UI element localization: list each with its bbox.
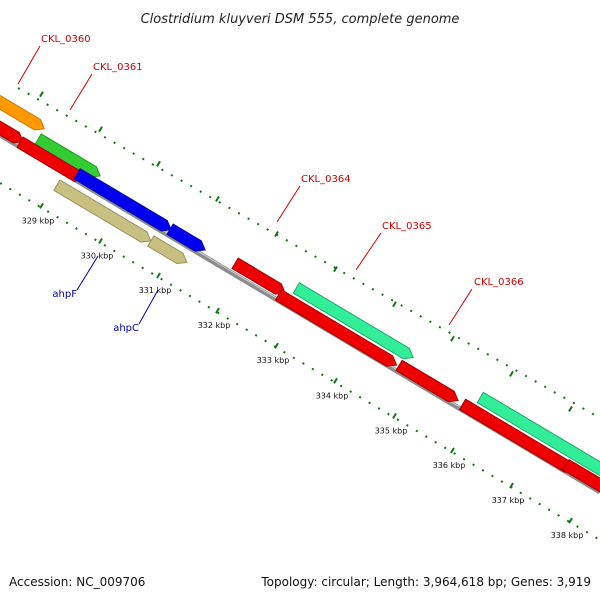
inner-major-tick [274, 342, 279, 349]
callout-leader-line [76, 255, 99, 291]
cds-arrow-7 [562, 459, 600, 493]
ruler-tick-label: 335 kbp [375, 426, 408, 435]
outer-major-tick [509, 370, 514, 377]
accession-text: Accession: NC_009706 [9, 575, 145, 589]
outer-major-tick [39, 91, 44, 98]
gene-label-CKL_0361: CKL_0361 [93, 62, 143, 73]
cds-arrow-4 [274, 289, 398, 367]
cds-arrow-1 [0, 120, 24, 144]
gene-label-CKL_0364: CKL_0364 [301, 174, 351, 185]
outer-major-tick [568, 405, 573, 412]
callout-leader-line [69, 73, 93, 111]
ruler-tick-label: 330 kbp [81, 252, 114, 261]
gene-arrow-CKL_0365 [476, 391, 600, 477]
inner-major-tick [450, 447, 455, 454]
inner-major-tick [39, 202, 44, 209]
gene-arrow-ahpF-bar [53, 179, 152, 243]
gene-label-CKL_0365: CKL_0365 [382, 221, 432, 232]
outer-major-tick [215, 195, 220, 202]
gene-label-ahpF: ahpF [52, 289, 77, 300]
callout-leader-line [17, 45, 41, 85]
outer-major-tick [333, 266, 338, 273]
ruler-tick-label: 329 kbp [22, 216, 55, 225]
callout-leader-line [276, 185, 301, 223]
ruler-tick-label: 331 kbp [139, 286, 172, 295]
inner-major-tick [156, 272, 161, 279]
outer-ruler-dots [17, 87, 600, 419]
ruler-tick-label: 337 kbp [492, 496, 525, 505]
gene-arrow-CKL_0364 [292, 282, 414, 360]
gene-arrow-CKL_0361 [34, 133, 101, 178]
inner-major-tick [392, 412, 397, 419]
gene-arrow-CKL_0360 [0, 94, 46, 131]
inner-major-tick [98, 237, 103, 245]
gene-label-CKL_0360: CKL_0360 [41, 34, 91, 45]
ruler-tick-label: 338 kbp [551, 531, 584, 540]
callout-leader-line [355, 232, 382, 271]
topology-summary: Topology: circular; Length: 3,964,618 bp… [260, 575, 591, 589]
gene-label-CKL_0366: CKL_0366 [474, 277, 524, 288]
ruler-tick-label: 334 kbp [316, 391, 349, 400]
outer-major-tick [450, 335, 455, 342]
gene-arrow-ahpC [166, 223, 206, 252]
outer-major-tick [98, 126, 103, 133]
cds-arrow-6 [458, 398, 576, 473]
ruler-tick-label: 332 kbp [198, 321, 231, 330]
outer-major-tick [274, 230, 279, 238]
gene-label-ahpC: ahpC [113, 323, 139, 334]
inner-major-tick [568, 517, 573, 524]
inner-major-tick [509, 482, 514, 489]
map-title: Clostridium kluyveri DSM 555, complete g… [141, 12, 460, 27]
ruler-tick-label: 333 kbp [257, 356, 290, 365]
inner-major-tick [333, 377, 338, 384]
callout-leader-line [138, 289, 159, 325]
gene-arrow-ahpC-bar [147, 235, 188, 265]
inner-major-tick [215, 307, 220, 314]
cds-arrow-5 [395, 359, 459, 403]
outer-major-tick [156, 160, 161, 167]
outer-major-tick [392, 301, 397, 308]
ruler-tick-label: 336 kbp [433, 461, 466, 470]
callout-leader-line [448, 288, 473, 326]
gene-arrow-ahpF [73, 168, 172, 232]
